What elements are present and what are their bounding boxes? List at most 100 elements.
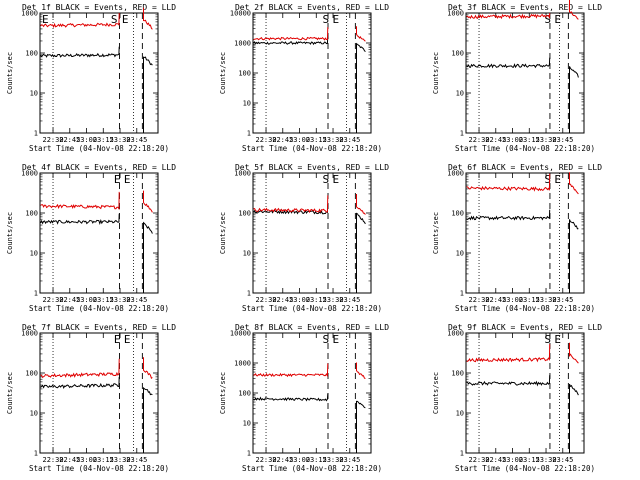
x-tick-label: 23:15 (306, 456, 327, 464)
y-tick-label: 1000 (447, 330, 464, 338)
lld-trace (466, 12, 551, 20)
y-tick-label: 10 (243, 420, 251, 428)
x-tick-label: 23:15 (306, 136, 327, 144)
panel-det-7: Det 7f BLACK = Events, RED = LLD 1 10 100 10… (6, 323, 176, 473)
lld-trace (466, 173, 551, 192)
y-tick-label: 100 (238, 70, 251, 78)
panel-title: Det 9f BLACK = Events, RED = LLD (448, 323, 602, 332)
events-trace-late (569, 219, 579, 293)
x-tick-label: 22:30 (42, 456, 63, 464)
panel-title: Det 5f BLACK = Events, RED = LLD (235, 163, 389, 172)
x-tick-label: 23:00 (502, 136, 523, 144)
y-axis-label: Counts/sec (432, 212, 440, 254)
y-tick-label: 1000 (234, 360, 251, 368)
panel-title: Det 4f BLACK = Events, RED = LLD (22, 163, 176, 172)
x-tick-label: 22:45 (485, 136, 506, 144)
x-tick-label: 22:30 (255, 136, 276, 144)
x-axis-label: Start Time (04-Nov-08 22:18:20) (29, 464, 169, 473)
x-tick-label: 22:30 (42, 296, 63, 304)
x-tick-label: 23:00 (289, 136, 310, 144)
event-marker-E: E (114, 333, 121, 346)
plot-frame (465, 332, 585, 454)
x-tick-label: 23:00 (289, 296, 310, 304)
x-tick-label: 22:45 (485, 296, 506, 304)
y-tick-label: 100 (25, 370, 38, 378)
x-tick-label: 23:00 (289, 456, 310, 464)
y-tick-label: 1 (460, 130, 464, 138)
event-marker-S: S (322, 333, 329, 346)
event-marker-E: E (332, 13, 339, 26)
x-tick-label: 23:30 (322, 136, 343, 144)
x-tick-label: 23:45 (339, 296, 360, 304)
x-tick-label: 23:45 (552, 456, 573, 464)
y-tick-label: 1000 (447, 10, 464, 18)
y-tick-label: 1000 (21, 330, 38, 338)
y-tick-label: 100 (451, 210, 464, 218)
y-axis-label: Counts/sec (219, 52, 227, 94)
x-tick-label: 22:45 (59, 456, 80, 464)
x-tick-label: 22:45 (59, 136, 80, 144)
y-tick-label: 100 (25, 210, 38, 218)
x-tick-label: 22:45 (272, 296, 293, 304)
x-tick-label: 22:30 (468, 136, 489, 144)
events-trace (40, 376, 120, 389)
y-tick-label: 100 (451, 50, 464, 58)
event-marker-E: E (124, 333, 131, 346)
y-tick-label: 10000 (230, 10, 251, 18)
events-trace (253, 36, 329, 46)
y-tick-label: 1 (247, 290, 251, 298)
y-tick-label: 100 (25, 50, 38, 58)
x-tick-label: 23:00 (76, 296, 97, 304)
y-tick-label: 100 (451, 370, 464, 378)
y-tick-label: 1 (460, 450, 464, 458)
x-tick-label: 23:15 (519, 456, 540, 464)
x-tick-label: 23:00 (76, 456, 97, 464)
y-tick-label: 1 (247, 130, 251, 138)
panel-det-3: Det 3f BLACK = Events, RED = LLD 1 10 100 10… (432, 0, 602, 153)
panel-det-1: Det 1f BLACK = Events, RED = LLD 1 10 100 10… (6, 3, 176, 153)
y-tick-label: 10 (456, 90, 464, 98)
event-marker-E: E (332, 333, 339, 346)
panel-title: Det 7f BLACK = Events, RED = LLD (22, 323, 176, 332)
x-tick-label: 23:45 (126, 296, 147, 304)
events-trace-late (356, 400, 366, 453)
y-axis-label: Counts/sec (219, 372, 227, 414)
events-trace (466, 57, 551, 69)
y-axis-label: Counts/sec (432, 52, 440, 94)
events-trace (466, 375, 551, 387)
lld-trace-late (143, 357, 153, 379)
event-marker-S: S (544, 333, 551, 346)
x-tick-label: 23:15 (306, 296, 327, 304)
y-tick-label: 10 (456, 410, 464, 418)
event-marker-E: E (122, 13, 129, 26)
x-axis-label: Start Time (04-Nov-08 22:18:20) (455, 464, 595, 473)
y-tick-label: 10 (456, 250, 464, 258)
x-tick-label: 23:30 (109, 136, 130, 144)
plot-frame (39, 12, 159, 134)
event-marker-S: S (322, 13, 329, 26)
events-trace-late (569, 383, 579, 453)
x-tick-label: 22:30 (255, 296, 276, 304)
y-tick-label: 10000 (230, 330, 251, 338)
lld-trace (466, 344, 551, 363)
x-tick-label: 23:00 (502, 456, 523, 464)
panel-title: Det 1f BLACK = Events, RED = LLD (22, 3, 176, 12)
panel-det-5: Det 5f BLACK = Events, RED = LLD 1 10 100 10… (219, 163, 389, 313)
x-axis-label: Start Time (04-Nov-08 22:18:20) (455, 144, 595, 153)
x-tick-label: 23:30 (109, 296, 130, 304)
event-marker-S: S (544, 13, 551, 26)
event-marker-E: E (114, 173, 121, 186)
x-tick-label: 23:30 (535, 456, 556, 464)
y-tick-label: 1000 (447, 170, 464, 178)
x-tick-label: 22:45 (272, 136, 293, 144)
lld-trace-late (143, 7, 153, 30)
y-tick-label: 1 (460, 290, 464, 298)
x-axis-label: Start Time (04-Nov-08 22:18:20) (455, 304, 595, 313)
x-axis-label: Start Time (04-Nov-08 22:18:20) (29, 144, 169, 153)
y-axis-label: Counts/sec (432, 372, 440, 414)
y-tick-label: 1 (34, 130, 38, 138)
x-axis-label: Start Time (04-Nov-08 22:18:20) (242, 304, 382, 313)
x-tick-label: 22:30 (468, 296, 489, 304)
x-tick-label: 22:45 (485, 456, 506, 464)
